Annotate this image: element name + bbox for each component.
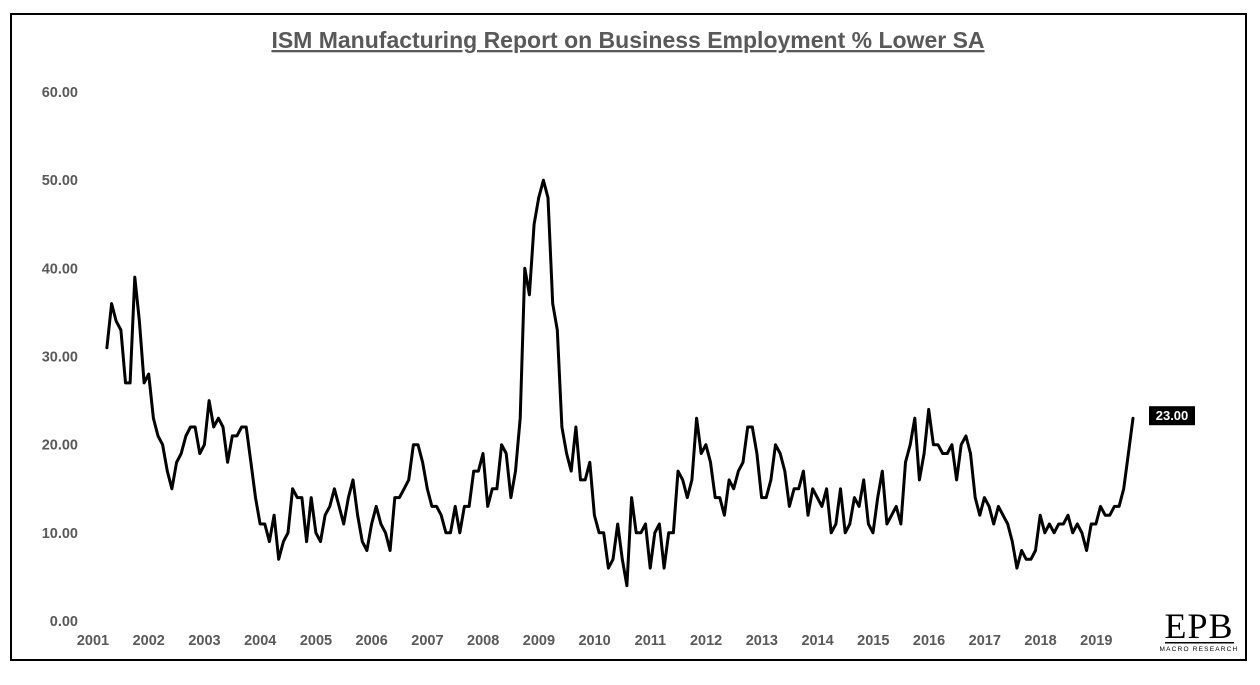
last-value-label-text: 23.00 [1156, 408, 1189, 423]
series-line [105, 178, 1135, 588]
x-tick-label: 2005 [300, 633, 332, 649]
y-tick-label: 40.00 [42, 261, 78, 277]
y-tick-label: 50.00 [42, 173, 78, 189]
y-tick-label: 20.00 [42, 438, 78, 454]
last-value-label: 23.00 [1149, 406, 1196, 426]
x-tick-label: 2009 [523, 633, 555, 649]
last-value-label-bg [1149, 406, 1196, 426]
x-tick-label: 2018 [1024, 633, 1056, 649]
x-tick-label: 2015 [857, 633, 889, 649]
x-tick-label: 2001 [77, 633, 109, 649]
x-tick-label: 2019 [1080, 633, 1112, 649]
x-tick-label: 2010 [578, 633, 610, 649]
y-tick-label: 0.00 [50, 614, 78, 630]
x-tick-label: 2002 [133, 633, 165, 649]
x-tick-label: 2011 [635, 633, 666, 649]
logo-text: EPB [1164, 606, 1233, 646]
x-tick-label: 2016 [913, 633, 945, 649]
x-tick-label: 2012 [690, 633, 722, 649]
y-tick-label: 30.00 [42, 350, 78, 366]
x-tick-label: 2013 [746, 633, 778, 649]
epb-logo: EPB MACRO RESEARCH [1160, 606, 1239, 653]
y-tick-label: 10.00 [42, 526, 78, 542]
y-axis: 60.00 50.00 40.00 30.00 20.00 10.00 0.00 [42, 85, 78, 630]
x-tick-label: 2008 [467, 633, 499, 649]
x-tick-label: 2003 [188, 633, 220, 649]
logo-subtext: MACRO RESEARCH [1160, 646, 1239, 653]
x-tick-label: 2014 [801, 633, 833, 649]
x-tick-label: 2017 [969, 633, 1001, 649]
x-axis: 2001 2002 2003 2004 2005 2006 2007 2008 2009 2010… [77, 633, 1113, 649]
y-tick-label: 60.00 [42, 85, 78, 101]
x-tick-label: 2004 [244, 633, 276, 649]
x-tick-label: 2006 [356, 633, 388, 649]
chart-title: ISM Manufacturing Report on Business Emp… [271, 27, 984, 53]
logo-divider [1165, 642, 1234, 644]
x-tick-label: 2007 [411, 633, 443, 649]
